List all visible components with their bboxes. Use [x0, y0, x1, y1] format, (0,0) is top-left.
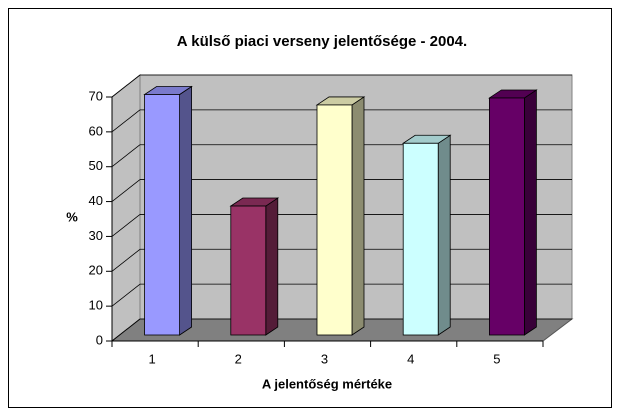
chart-title: A külső piaci verseny jelentősége - 2004… — [177, 33, 467, 50]
bar — [230, 205, 267, 336]
grid-line — [111, 283, 141, 307]
bar-side — [524, 89, 537, 336]
bar-side — [265, 197, 279, 336]
bar — [488, 97, 525, 336]
x-axis-title: A jelentőség mértéke — [262, 376, 392, 391]
side-wall — [111, 73, 141, 343]
bar — [402, 142, 439, 336]
y-tick-label: 10 — [89, 298, 103, 313]
y-tick-label: 30 — [89, 228, 103, 243]
grid-line — [111, 74, 141, 98]
y-tick-label: 70 — [89, 88, 103, 103]
grid-line — [111, 109, 141, 133]
grid-line — [111, 179, 141, 202]
x-tick-label: 2 — [235, 351, 242, 366]
x-tick-label: 5 — [493, 351, 500, 366]
y-axis-title: % — [66, 209, 78, 224]
bar-side — [351, 96, 365, 336]
y-tick-label: 60 — [89, 123, 103, 138]
y-tick-label: 50 — [89, 158, 103, 173]
bar-side — [437, 134, 451, 336]
grid-line — [111, 144, 141, 168]
x-tick-label: 1 — [148, 351, 155, 366]
grid-line — [111, 248, 141, 272]
bar-side — [179, 85, 193, 336]
y-tick-label: 40 — [89, 193, 103, 208]
x-tick-label: 3 — [321, 351, 328, 366]
y-tick-label: 0 — [96, 332, 103, 347]
y-tick-label: 20 — [89, 263, 103, 278]
x-tick-label: 4 — [407, 351, 414, 366]
bar — [316, 104, 353, 336]
bar — [144, 94, 181, 336]
grid-line — [111, 214, 141, 237]
grid-line — [111, 318, 141, 342]
